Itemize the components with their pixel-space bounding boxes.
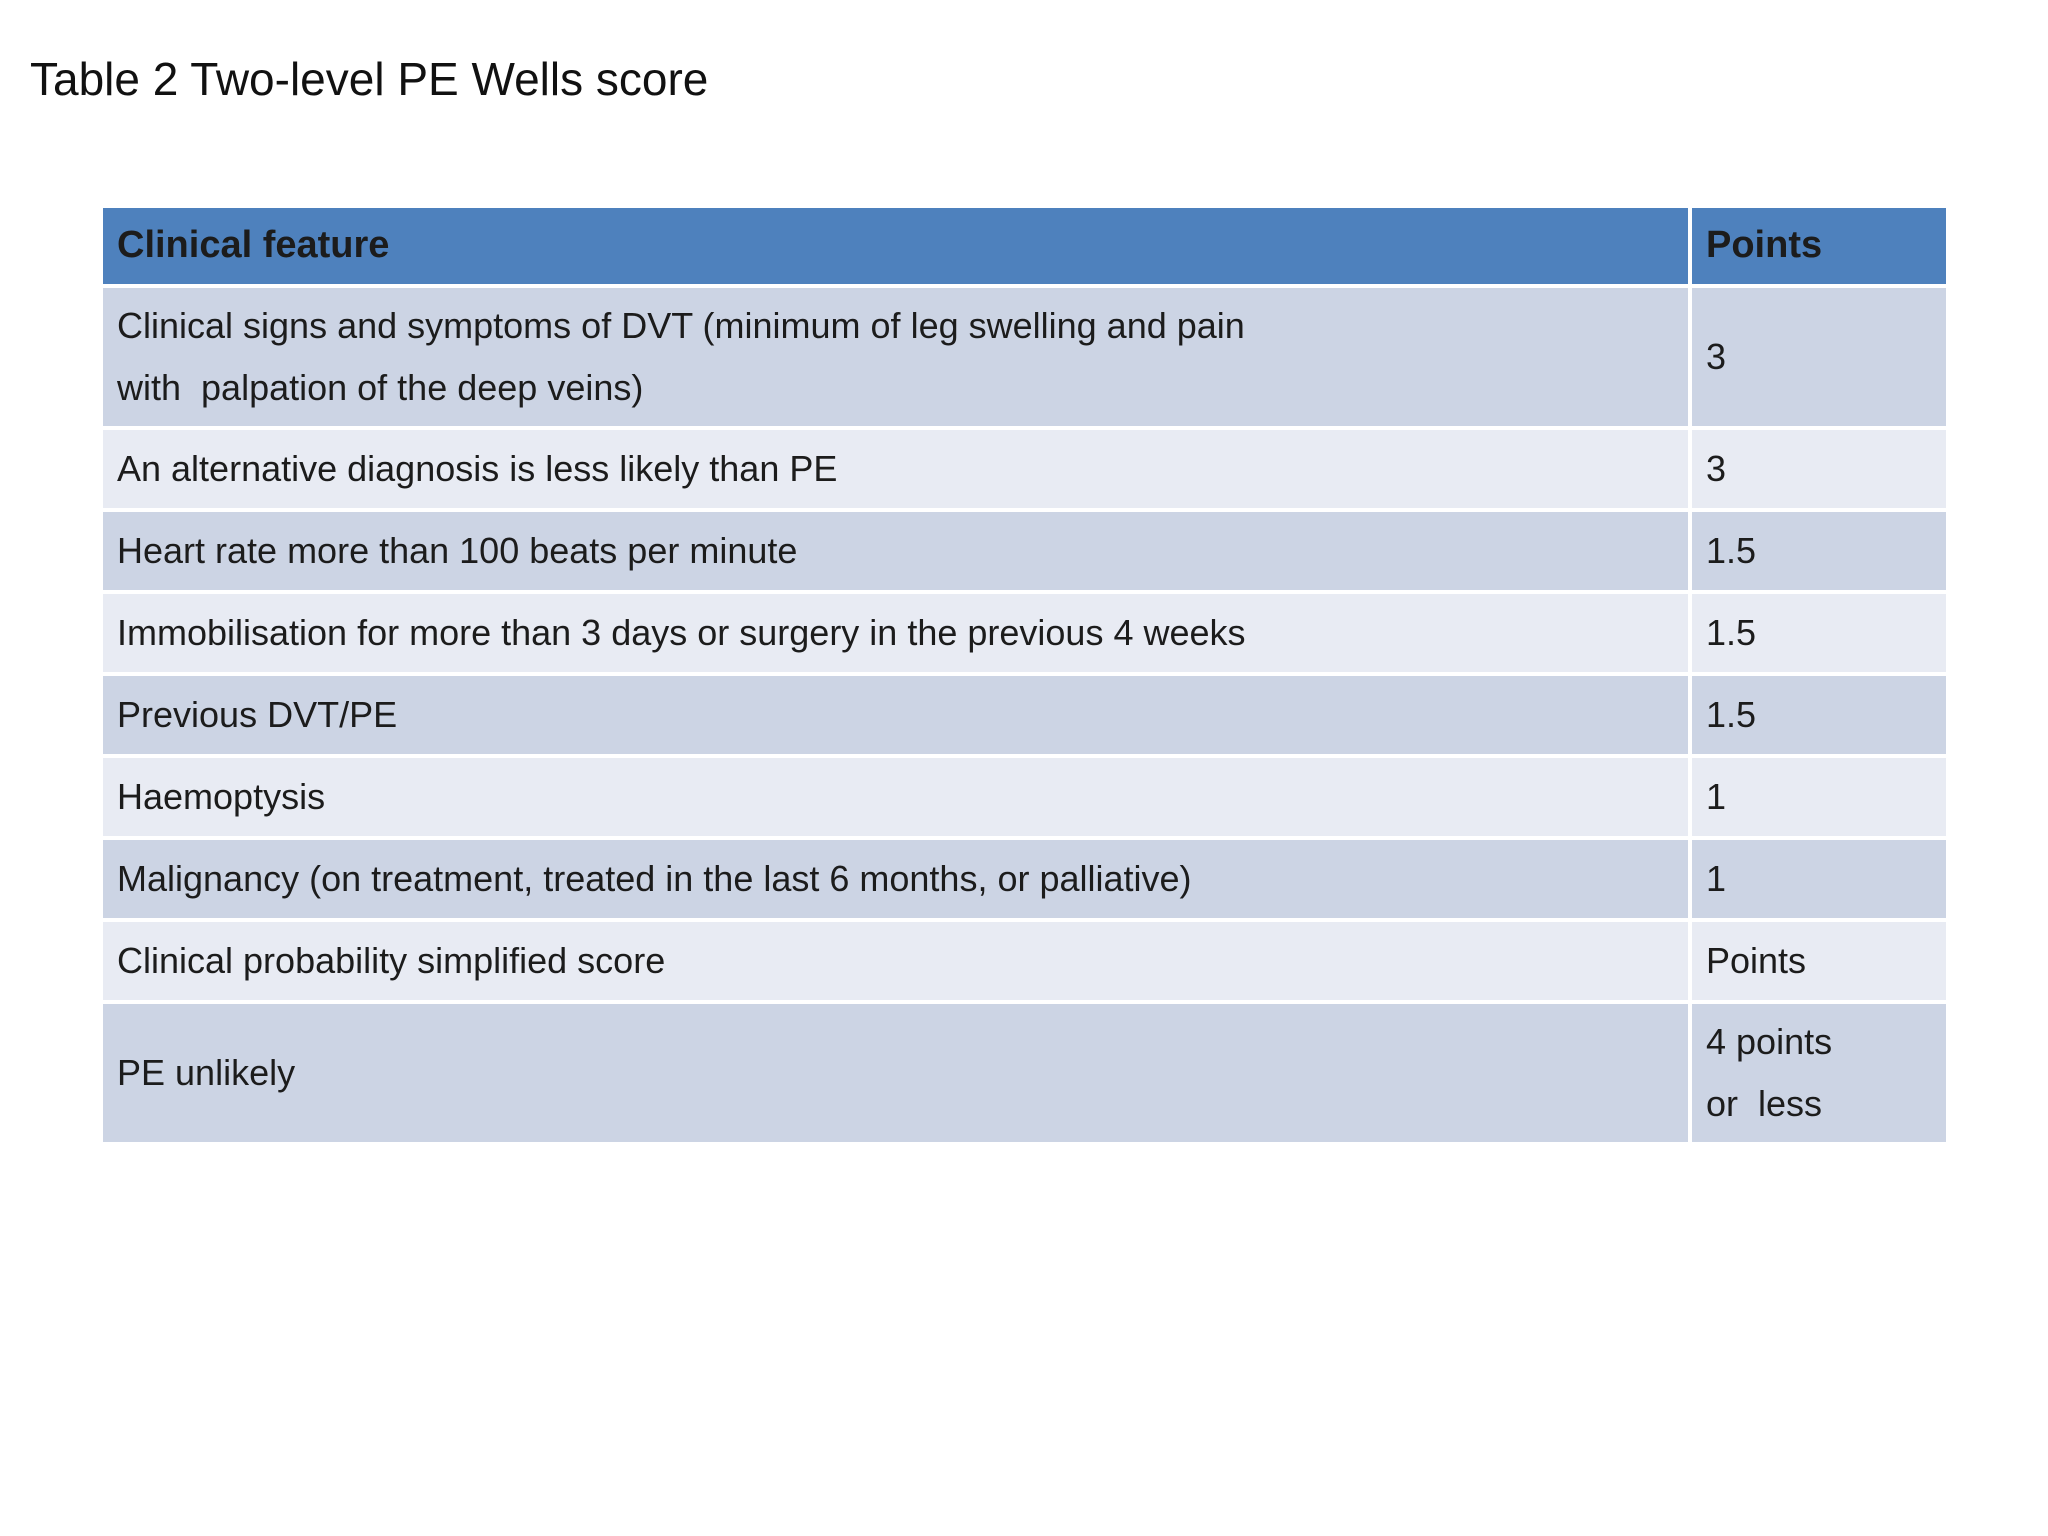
points-cell: 3 — [1692, 288, 1946, 426]
points-cell: 1 — [1692, 758, 1946, 836]
points-cell: 3 — [1692, 430, 1946, 508]
feature-cell: Clinical signs and symptoms of DVT (mini… — [103, 288, 1688, 426]
feature-cell: Haemoptysis — [103, 758, 1688, 836]
table-row-malignancy: Malignancy (on treatment, treated in the… — [103, 840, 1946, 918]
points-cell: 1.5 — [1692, 594, 1946, 672]
table-row-probability-score: Clinical probability simplified score Po… — [103, 922, 1946, 1000]
table-row-alternative-diagnosis: An alternative diagnosis is less likely … — [103, 430, 1946, 508]
header-points: Points — [1692, 208, 1946, 284]
table-row-haemoptysis: Haemoptysis 1 — [103, 758, 1946, 836]
feature-cell: Malignancy (on treatment, treated in the… — [103, 840, 1688, 918]
points-cell: 4 points or less — [1692, 1004, 1946, 1142]
wells-score-table: Clinical feature Points Clinical signs a… — [103, 208, 1946, 1142]
feature-cell: Heart rate more than 100 beats per minut… — [103, 512, 1688, 590]
feature-cell: An alternative diagnosis is less likely … — [103, 430, 1688, 508]
table-row-previous-dvt-pe: Previous DVT/PE 1.5 — [103, 676, 1946, 754]
feature-cell: Immobilisation for more than 3 days or s… — [103, 594, 1688, 672]
table-row-immobilisation: Immobilisation for more than 3 days or s… — [103, 594, 1946, 672]
feature-cell: PE unlikely — [103, 1004, 1688, 1142]
points-cell: 1.5 — [1692, 676, 1946, 754]
table-row-heart-rate: Heart rate more than 100 beats per minut… — [103, 512, 1946, 590]
points-cell: 1 — [1692, 840, 1946, 918]
points-cell: Points — [1692, 922, 1946, 1000]
table-row-dvt-signs: Clinical signs and symptoms of DVT (mini… — [103, 288, 1946, 426]
page-title: Table 2 Two-level PE Wells score — [30, 53, 709, 105]
feature-cell: Previous DVT/PE — [103, 676, 1688, 754]
feature-cell: Clinical probability simplified score — [103, 922, 1688, 1000]
table-header-row: Clinical feature Points — [103, 208, 1946, 284]
points-cell: 1.5 — [1692, 512, 1946, 590]
header-clinical-feature: Clinical feature — [103, 208, 1688, 284]
table-row-pe-unlikely: PE unlikely 4 points or less — [103, 1004, 1946, 1142]
